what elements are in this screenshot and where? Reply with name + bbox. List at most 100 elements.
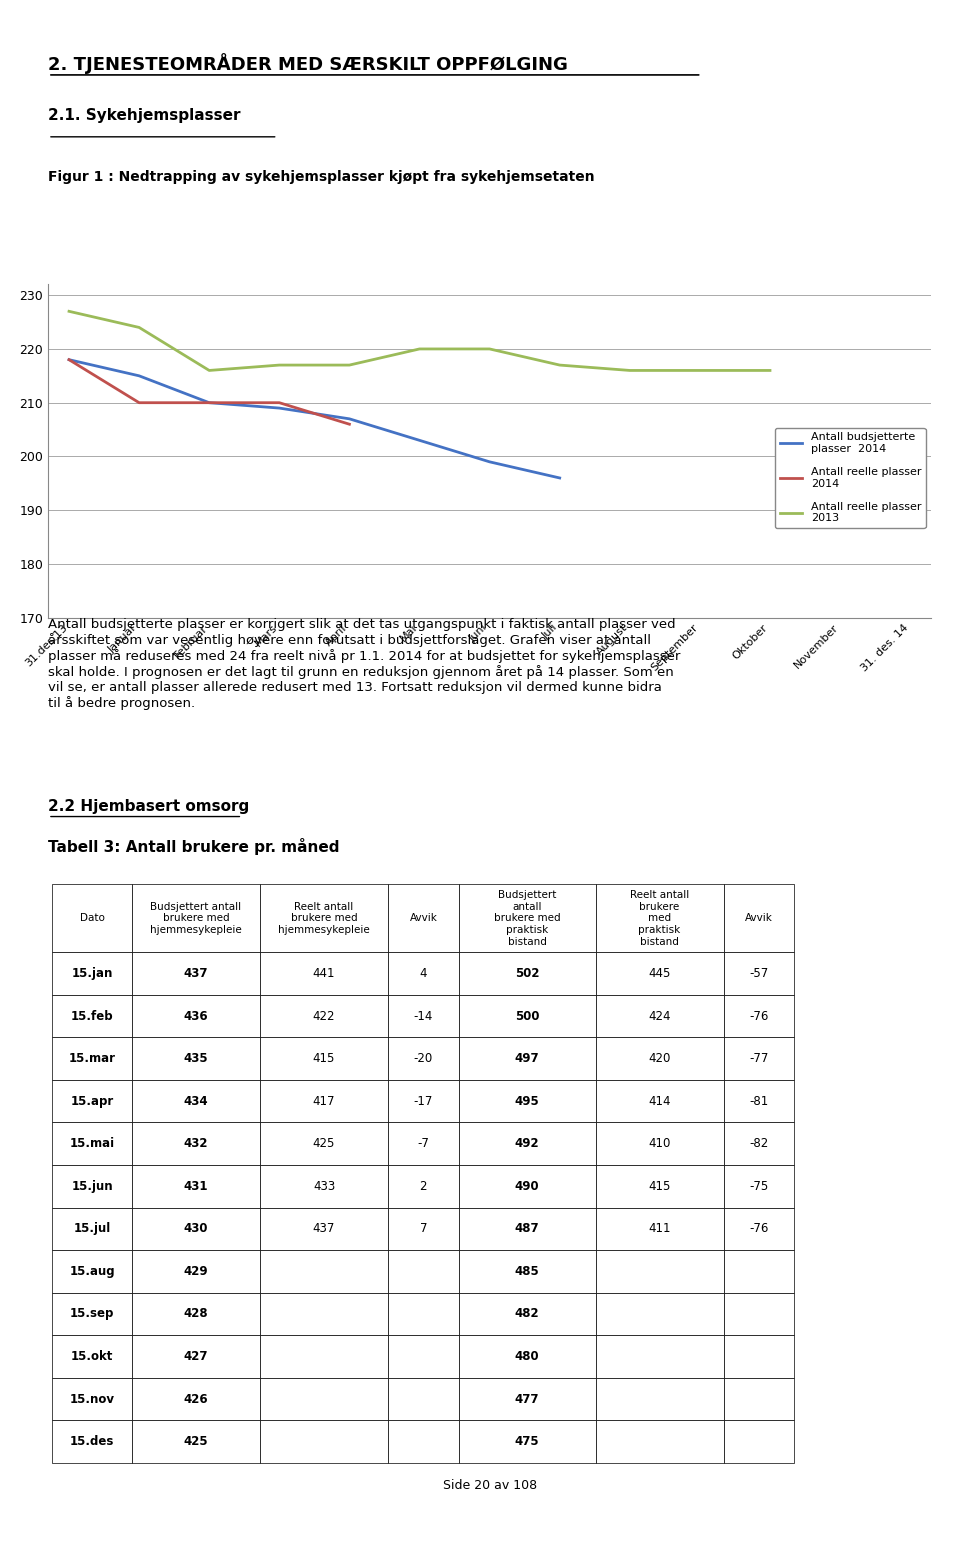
Text: 424: 424	[648, 1009, 671, 1023]
Text: 480: 480	[515, 1350, 540, 1363]
FancyBboxPatch shape	[724, 995, 794, 1037]
Text: -20: -20	[414, 1052, 433, 1065]
FancyBboxPatch shape	[53, 1378, 132, 1420]
FancyBboxPatch shape	[388, 1208, 459, 1250]
FancyBboxPatch shape	[724, 1250, 794, 1293]
Text: 431: 431	[183, 1180, 208, 1193]
FancyBboxPatch shape	[595, 952, 724, 995]
Text: -17: -17	[414, 1095, 433, 1108]
FancyBboxPatch shape	[388, 1123, 459, 1165]
FancyBboxPatch shape	[459, 1037, 595, 1080]
FancyBboxPatch shape	[459, 1208, 595, 1250]
FancyBboxPatch shape	[388, 1165, 459, 1208]
Text: 15.aug: 15.aug	[69, 1265, 115, 1278]
Text: 420: 420	[648, 1052, 671, 1065]
Text: 490: 490	[515, 1180, 540, 1193]
Text: 15.sep: 15.sep	[70, 1307, 114, 1321]
FancyBboxPatch shape	[53, 995, 132, 1037]
FancyBboxPatch shape	[724, 1293, 794, 1335]
FancyBboxPatch shape	[260, 1250, 388, 1293]
Text: 2. TJENESTEOMRÅDER MED SÆRSKILT OPPFØLGING: 2. TJENESTEOMRÅDER MED SÆRSKILT OPPFØLGI…	[48, 54, 568, 74]
FancyBboxPatch shape	[388, 1037, 459, 1080]
Text: 492: 492	[515, 1137, 540, 1151]
Text: -57: -57	[750, 967, 769, 980]
Text: 426: 426	[183, 1392, 208, 1406]
FancyBboxPatch shape	[388, 1250, 459, 1293]
FancyBboxPatch shape	[595, 884, 724, 952]
FancyBboxPatch shape	[260, 1208, 388, 1250]
Text: Budsjettert antall
brukere med
hjemmesykepleie: Budsjettert antall brukere med hjemmesyk…	[150, 902, 242, 935]
FancyBboxPatch shape	[53, 1420, 132, 1463]
FancyBboxPatch shape	[724, 884, 794, 952]
FancyBboxPatch shape	[132, 1123, 260, 1165]
Text: -14: -14	[414, 1009, 433, 1023]
FancyBboxPatch shape	[459, 1165, 595, 1208]
Text: 410: 410	[648, 1137, 671, 1151]
Text: 15.okt: 15.okt	[71, 1350, 113, 1363]
FancyBboxPatch shape	[459, 1250, 595, 1293]
Text: Tabell 3: Antall brukere pr. måned: Tabell 3: Antall brukere pr. måned	[48, 837, 340, 854]
Text: 437: 437	[183, 967, 208, 980]
FancyBboxPatch shape	[53, 952, 132, 995]
Text: 487: 487	[515, 1222, 540, 1236]
Text: 15.mai: 15.mai	[69, 1137, 115, 1151]
Text: 430: 430	[183, 1222, 208, 1236]
FancyBboxPatch shape	[595, 1080, 724, 1123]
Text: 437: 437	[313, 1222, 335, 1236]
FancyBboxPatch shape	[260, 1420, 388, 1463]
Text: -76: -76	[750, 1009, 769, 1023]
FancyBboxPatch shape	[595, 1250, 724, 1293]
Text: 2: 2	[420, 1180, 427, 1193]
FancyBboxPatch shape	[459, 884, 595, 952]
Text: -77: -77	[750, 1052, 769, 1065]
Text: 441: 441	[313, 967, 335, 980]
FancyBboxPatch shape	[260, 1037, 388, 1080]
Text: 15.apr: 15.apr	[70, 1095, 114, 1108]
Text: 415: 415	[648, 1180, 671, 1193]
Text: Budsjettert
antall
brukere med
praktisk
bistand: Budsjettert antall brukere med praktisk …	[493, 890, 561, 947]
Text: 477: 477	[515, 1392, 540, 1406]
Text: 435: 435	[183, 1052, 208, 1065]
FancyBboxPatch shape	[260, 1080, 388, 1123]
Text: 417: 417	[313, 1095, 335, 1108]
FancyBboxPatch shape	[260, 952, 388, 995]
FancyBboxPatch shape	[53, 1250, 132, 1293]
Text: 497: 497	[515, 1052, 540, 1065]
Text: Reelt antall
brukere
med
praktisk
bistand: Reelt antall brukere med praktisk bistan…	[630, 890, 689, 947]
Text: 414: 414	[648, 1095, 671, 1108]
Text: 434: 434	[183, 1095, 208, 1108]
Text: 411: 411	[648, 1222, 671, 1236]
FancyBboxPatch shape	[724, 1335, 794, 1378]
Text: Figur 1 : Nedtrapping av sykehjemsplasser kjøpt fra sykehjemsetaten: Figur 1 : Nedtrapping av sykehjemsplasse…	[48, 170, 594, 184]
FancyBboxPatch shape	[595, 1123, 724, 1165]
Text: Antall budsjetterte plasser er korrigert slik at det tas utgangspunkt i faktisk : Antall budsjetterte plasser er korrigert…	[48, 618, 681, 711]
FancyBboxPatch shape	[53, 1335, 132, 1378]
FancyBboxPatch shape	[459, 1123, 595, 1165]
FancyBboxPatch shape	[595, 1208, 724, 1250]
FancyBboxPatch shape	[388, 1335, 459, 1378]
Text: 15.jan: 15.jan	[71, 967, 113, 980]
FancyBboxPatch shape	[388, 952, 459, 995]
FancyBboxPatch shape	[724, 1037, 794, 1080]
Text: 425: 425	[183, 1435, 208, 1448]
Text: 15.jun: 15.jun	[71, 1180, 113, 1193]
FancyBboxPatch shape	[132, 1335, 260, 1378]
FancyBboxPatch shape	[595, 1165, 724, 1208]
Text: Reelt antall
brukere med
hjemmesykepleie: Reelt antall brukere med hjemmesykepleie	[278, 902, 370, 935]
Text: Side 20 av 108: Side 20 av 108	[443, 1479, 537, 1491]
FancyBboxPatch shape	[388, 1378, 459, 1420]
Text: 2.2 Hjembasert omsorg: 2.2 Hjembasert omsorg	[48, 799, 250, 814]
Text: 425: 425	[313, 1137, 335, 1151]
FancyBboxPatch shape	[53, 1037, 132, 1080]
FancyBboxPatch shape	[459, 1378, 595, 1420]
Text: 500: 500	[515, 1009, 540, 1023]
Text: 15.mar: 15.mar	[69, 1052, 115, 1065]
FancyBboxPatch shape	[459, 952, 595, 995]
FancyBboxPatch shape	[595, 1335, 724, 1378]
FancyBboxPatch shape	[132, 952, 260, 995]
FancyBboxPatch shape	[595, 1420, 724, 1463]
FancyBboxPatch shape	[132, 1250, 260, 1293]
Text: -81: -81	[750, 1095, 769, 1108]
FancyBboxPatch shape	[595, 995, 724, 1037]
FancyBboxPatch shape	[260, 1123, 388, 1165]
